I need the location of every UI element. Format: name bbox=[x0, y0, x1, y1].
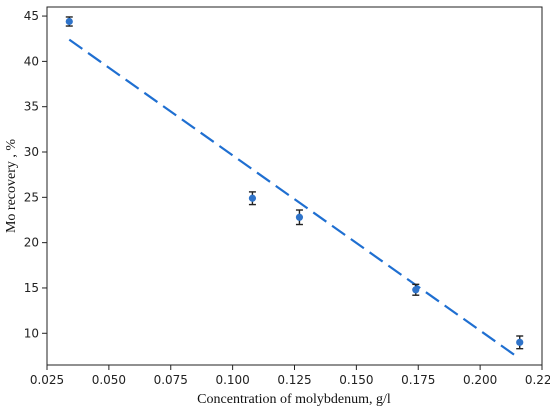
x-tick-label: 0.200 bbox=[463, 373, 497, 387]
data-points-layer bbox=[65, 16, 524, 350]
y-tick-label: 35 bbox=[24, 100, 39, 114]
data-point bbox=[295, 209, 304, 226]
y-tick-label: 20 bbox=[24, 236, 39, 250]
y-axis-title: Mo recovery , % bbox=[4, 139, 19, 233]
x-axis: 0.025 0.050 0.075 0.100 0.125 0.150 0.175 0.200… bbox=[30, 365, 550, 387]
y-tick-label: 40 bbox=[24, 54, 39, 68]
data-point bbox=[516, 335, 524, 350]
point-marker bbox=[412, 286, 420, 294]
data-point bbox=[248, 191, 257, 206]
y-tick-label: 45 bbox=[24, 9, 39, 23]
x-tick-label: 0.125 bbox=[277, 373, 311, 387]
y-tick-label: 15 bbox=[24, 281, 39, 295]
x-tick-label: 0.100 bbox=[215, 373, 249, 387]
x-axis-title: Concentration of molybdenum, g/l bbox=[197, 392, 391, 407]
data-point bbox=[412, 283, 420, 296]
plot-frame bbox=[46, 6, 543, 366]
x-tick-label: 0.025 bbox=[30, 373, 64, 387]
y-axis: 10 15 20 25 30 35 40 45 bbox=[24, 9, 47, 340]
y-tick-label: 25 bbox=[24, 190, 39, 204]
point-marker bbox=[65, 17, 73, 26]
data-point bbox=[65, 16, 73, 27]
x-tick-label: 0.225 bbox=[525, 373, 550, 387]
point-marker bbox=[248, 194, 257, 202]
x-tick-label: 0.075 bbox=[154, 373, 188, 387]
x-tick-label: 0.050 bbox=[92, 373, 126, 387]
point-marker bbox=[295, 213, 304, 221]
point-marker bbox=[516, 338, 524, 346]
x-tick-label: 0.150 bbox=[339, 373, 373, 387]
y-tick-label: 10 bbox=[24, 326, 39, 340]
x-tick-label: 0.175 bbox=[401, 373, 435, 387]
y-tick-label: 30 bbox=[24, 145, 39, 159]
